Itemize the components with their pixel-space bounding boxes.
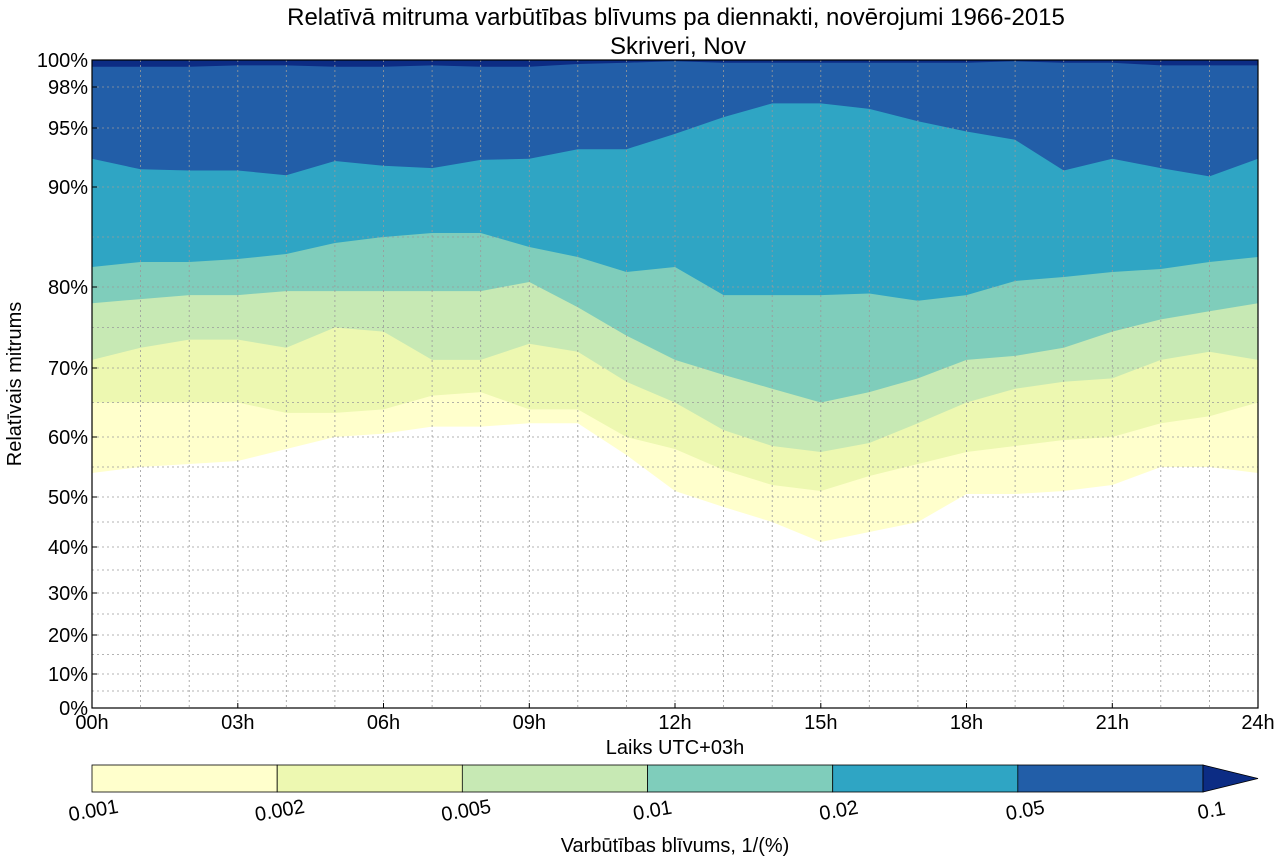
colorbar-label: Varbūtības blīvums, 1/(%) xyxy=(561,835,790,857)
colorbar-tick-label: 0.1 xyxy=(1196,798,1227,824)
x-axis: 00h 03h 06h 09h 12h 15h 18h 21h 24h xyxy=(75,703,1275,734)
colorbar-extend-arrow xyxy=(1202,764,1259,793)
y-tick-label: 100% xyxy=(37,50,88,72)
y-axis-label: Relatīvais mitrums xyxy=(4,302,26,466)
colorbar-tick-label: 0.001 xyxy=(67,796,120,826)
colorbar-tick-label: 0.02 xyxy=(818,797,860,825)
x-tick-label: 09h xyxy=(513,712,546,734)
x-tick-label: 00h xyxy=(75,712,108,734)
x-tick-label: 18h xyxy=(950,712,983,734)
colorbar-segment xyxy=(647,764,834,793)
contour-band-0.05 xyxy=(92,60,1258,177)
colorbar: 0.001 0.002 0.005 0.01 0.02 0.05 0.1 xyxy=(67,764,1259,826)
grid-layer xyxy=(92,59,1258,709)
y-tick-label: 60% xyxy=(48,427,88,449)
y-tick-label: 0% xyxy=(59,698,88,720)
x-tick-label: 15h xyxy=(804,712,837,734)
colorbar-tick-label: 0.01 xyxy=(631,797,673,825)
y-tick-label: 90% xyxy=(48,177,88,199)
colorbar-segment xyxy=(276,764,463,793)
y-tick-label: 20% xyxy=(48,625,88,647)
x-tick-label: 06h xyxy=(367,712,400,734)
colorbar-segment xyxy=(461,764,648,793)
y-tick-label: 98% xyxy=(48,77,88,99)
colorbar-segment xyxy=(1017,764,1204,793)
x-axis-label: Laiks UTC+03h xyxy=(606,737,744,759)
colorbar-tick-label: 0.002 xyxy=(253,796,306,826)
colorbar-segment xyxy=(832,764,1019,793)
y-tick-label: 30% xyxy=(48,583,88,605)
colorbar-tick-label: 0.05 xyxy=(1004,797,1046,825)
colorbar-tick-label: 0.005 xyxy=(440,796,493,826)
colorbar-segment xyxy=(91,764,278,793)
x-tick-label: 03h xyxy=(221,712,254,734)
y-tick-label: 70% xyxy=(48,358,88,380)
x-tick-label: 24h xyxy=(1241,712,1274,734)
y-tick-label: 95% xyxy=(48,118,88,140)
x-tick-label: 21h xyxy=(1096,712,1129,734)
y-tick-label: 50% xyxy=(48,487,88,509)
plot-area xyxy=(91,59,1259,709)
y-axis: 0% 10% 20% 30% 40% 50% 60% 70% 80% 90% 95% 98% 100% xyxy=(37,50,97,720)
y-tick-label: 40% xyxy=(48,537,88,559)
x-tick-label: 12h xyxy=(658,712,691,734)
chart-title: Relatīvā mitruma varbūtības blīvums pa d… xyxy=(287,4,1065,31)
y-tick-label: 10% xyxy=(48,664,88,686)
chart-subtitle: Skriveri, Nov xyxy=(610,33,746,60)
y-tick-label: 80% xyxy=(48,277,88,299)
